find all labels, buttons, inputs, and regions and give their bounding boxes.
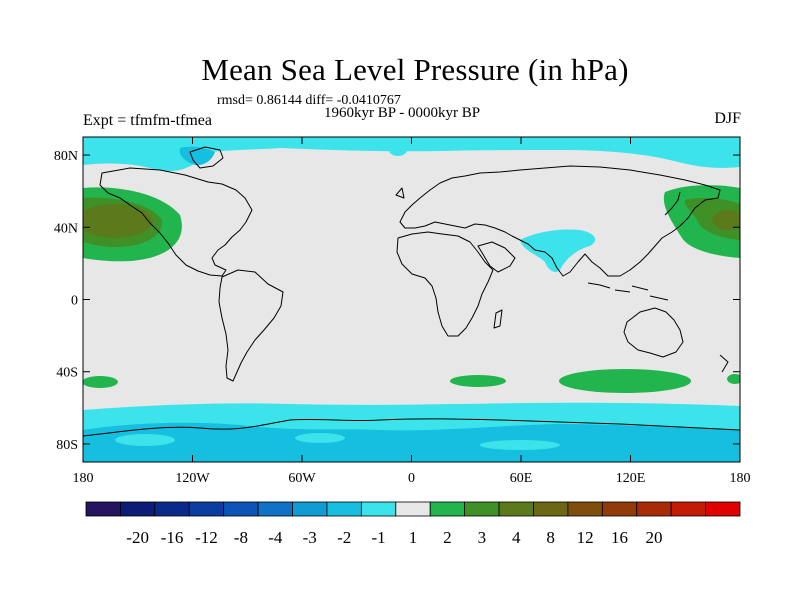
anomaly-north-pacific-max: [83, 204, 153, 238]
colorbar-label: -2: [337, 528, 351, 547]
anomaly-arctic: [83, 137, 740, 172]
colorbar-label: 12: [577, 528, 594, 547]
colorbar-swatch: [360, 501, 397, 517]
colorbar-label: -1: [371, 528, 385, 547]
y-tick-label: 40N: [54, 221, 78, 236]
experiment-label: Expt = tfmfm-tfmea: [83, 112, 212, 129]
anomaly-south-pacific: [83, 376, 118, 388]
anomaly-tibet: [520, 229, 596, 273]
coastline-south-america: [218, 269, 284, 382]
coastline-japan: [664, 191, 681, 216]
coastline-north-america: [99, 167, 253, 277]
coastlines: [83, 146, 740, 437]
anomaly-greenland: [179, 146, 215, 166]
anomaly-south-indian: [559, 369, 691, 393]
coastline-new-zealand: [719, 354, 729, 373]
axes: 180 120W 60W 0 60E 120E 180 80N 40N 0 40S 80S: [54, 137, 751, 486]
colorbar-label: -3: [303, 528, 317, 547]
colorbar-label: 2: [443, 528, 452, 547]
anomaly-arctic-patch: [389, 144, 407, 156]
chart-title: Mean Sea Level Pressure (in hPa): [201, 52, 629, 87]
anomaly-weddell-sea: [295, 433, 345, 443]
colorbar-swatch: [429, 501, 466, 517]
x-tick-label: 120W: [175, 471, 210, 486]
colorbar-swatch: [223, 501, 259, 517]
colorbar-swatch: [326, 501, 362, 517]
coastline-arabia: [477, 241, 516, 273]
colorbar-label: -8: [234, 528, 248, 547]
y-tick-label: 40S: [56, 366, 78, 381]
colorbar-swatch: [567, 501, 603, 517]
x-tick-label: 60E: [510, 471, 533, 486]
colorbar-swatch: [601, 501, 638, 517]
colorbar-swatch: [120, 501, 156, 517]
colorbar-swatch: [636, 501, 672, 517]
colorbar-swatch: [188, 501, 225, 517]
colorbar-label: -16: [161, 528, 184, 547]
anomaly-antarctica: [83, 422, 740, 462]
stats-text: rmsd= 0.86144 diff= -0.0410767: [217, 93, 401, 108]
coastline-antarctica: [83, 418, 740, 437]
colorbar-swatch: [85, 501, 121, 517]
colorbar-swatch: [705, 501, 741, 517]
season-label: DJF: [714, 110, 741, 127]
colorbar-label: -4: [268, 528, 283, 547]
x-tick-label: 180: [730, 471, 751, 486]
colorbar-label: 8: [546, 528, 555, 547]
anomaly-south-atlantic: [450, 375, 506, 387]
x-tick-label: 180: [73, 471, 94, 486]
y-tick-label: 80N: [54, 149, 78, 164]
colorbar-label: 20: [645, 528, 662, 547]
colorbar-label: 1: [409, 528, 418, 547]
coastline-uk: [395, 187, 405, 199]
colorbar-label: 16: [611, 528, 628, 547]
colorbar-swatch: [257, 501, 293, 517]
coastline-madagascar: [493, 309, 503, 329]
y-tick-label: 80S: [56, 438, 78, 453]
colorbar-label: -12: [195, 528, 218, 547]
anomaly-nw-pacific-max: [712, 210, 740, 230]
colorbar-swatch: [498, 501, 534, 517]
period-text: 1960kyr BP - 0000kyr BP: [324, 105, 481, 121]
colorbar-label: -20: [126, 528, 149, 547]
anomaly-ross-sea: [115, 434, 175, 446]
x-tick-label: 60W: [288, 471, 316, 486]
coastline-africa: [396, 231, 494, 337]
colorbar-swatch: [292, 501, 328, 517]
colorbar-swatch: [154, 501, 190, 517]
coastline-indonesia: [587, 282, 669, 301]
anomaly-east-antarctic: [480, 440, 560, 450]
colorbar-swatch: [670, 501, 706, 517]
colorbar-label: 4: [512, 528, 521, 547]
anomaly-south-east-pacific: [727, 374, 740, 384]
x-tick-label: 120E: [616, 471, 646, 486]
coastline-europe-asia: [399, 165, 721, 277]
x-tick-label: 0: [408, 471, 415, 486]
colorbar-label: 3: [478, 528, 487, 547]
y-tick-label: 0: [71, 294, 78, 309]
coastline-greenland: [189, 146, 224, 169]
colorbar-swatch: [395, 501, 431, 517]
colorbar-swatch: [533, 501, 569, 517]
coastline-australia: [623, 307, 684, 358]
colorbar-swatch: [464, 501, 500, 517]
colorbar: -20 -16 -12 -8 -4 -3 -2 -1 1 2 3 4 8 12 16 20: [85, 501, 741, 547]
